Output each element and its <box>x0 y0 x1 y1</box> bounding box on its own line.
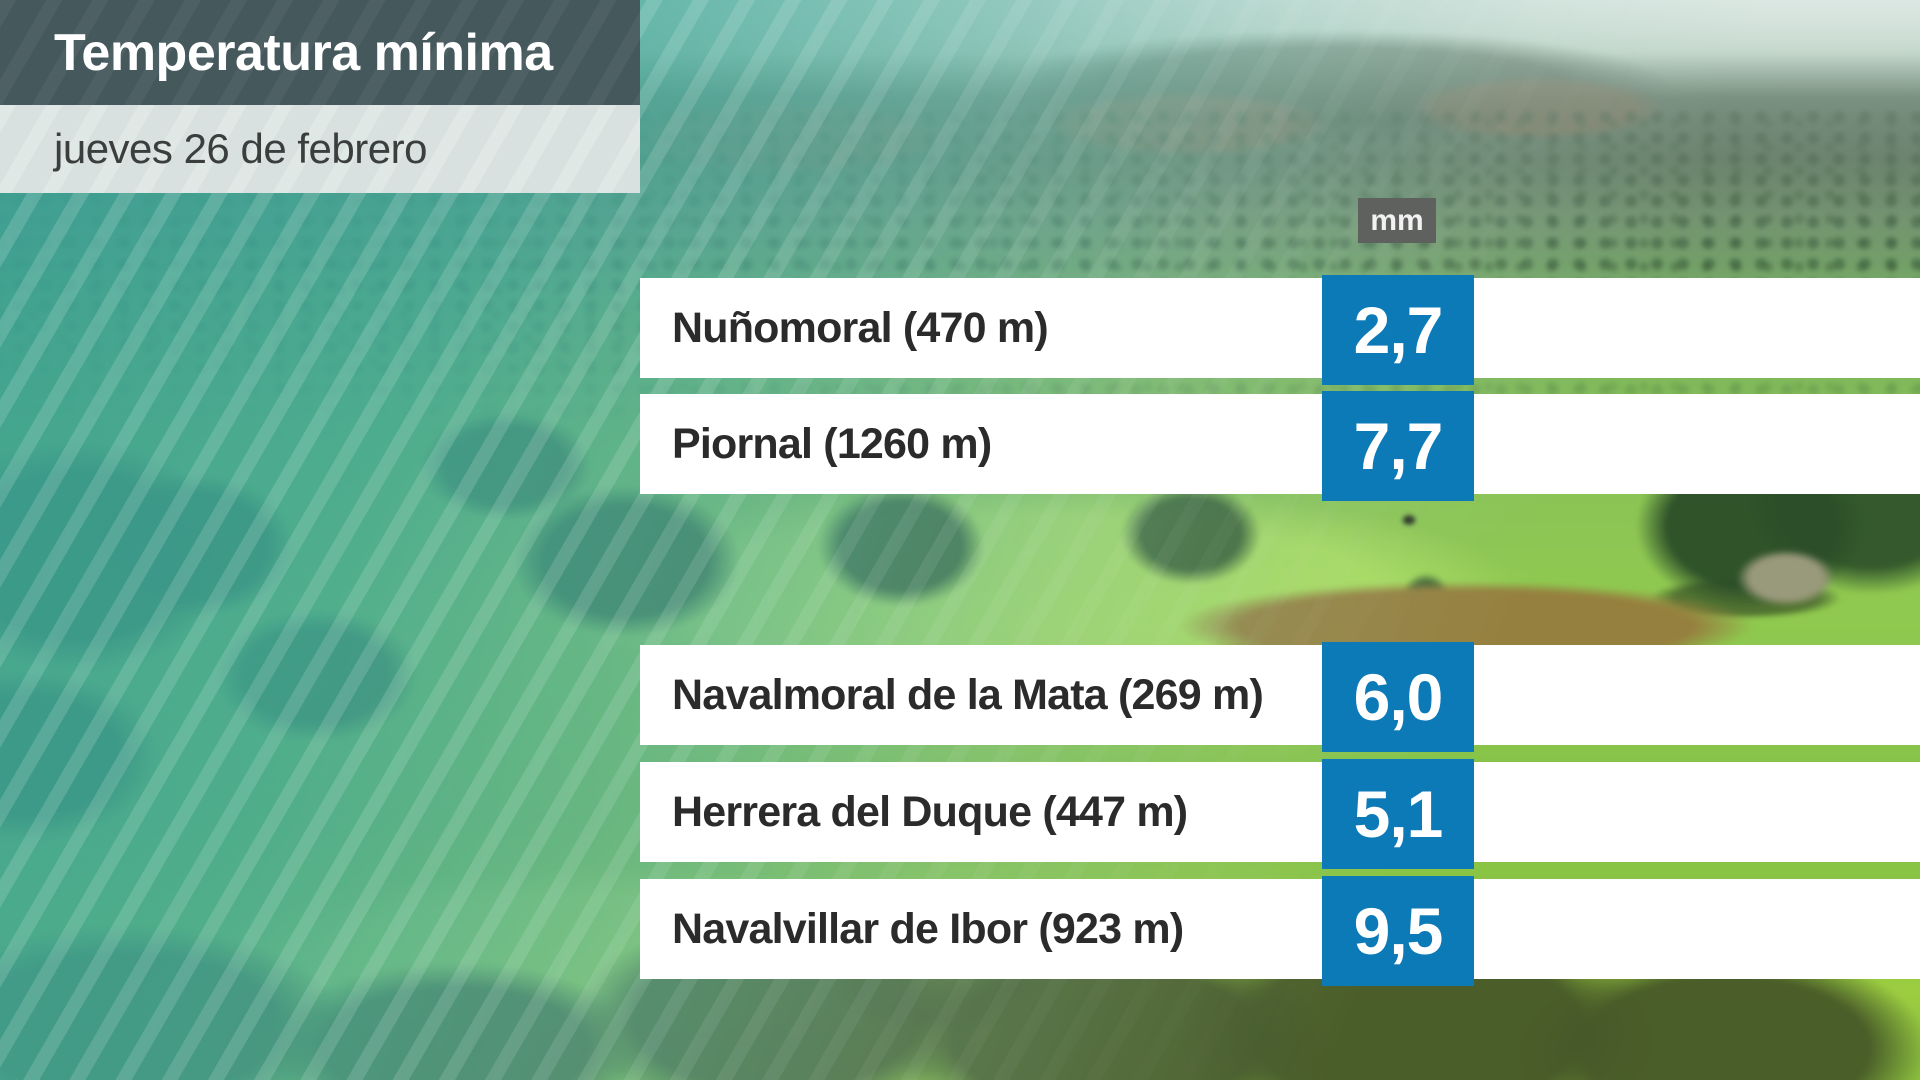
unit-badge: mm <box>1358 198 1436 243</box>
station-value: 9,5 <box>1353 894 1444 968</box>
station-value: 7,7 <box>1353 409 1444 483</box>
table-row: Navalvillar de Ibor (923 m) 9,5 <box>640 876 1920 986</box>
station-label: Nuñomoral (470 m) <box>672 303 1049 352</box>
unit-badge-label: mm <box>1370 203 1424 237</box>
station-label: Navalmoral de la Mata (269 m) <box>672 670 1264 719</box>
station-value: 5,1 <box>1353 777 1444 851</box>
station-label: Piornal (1260 m) <box>672 419 992 468</box>
table-row: Nuñomoral (470 m) 2,7 <box>640 275 1920 385</box>
station-label: Herrera del Duque (447 m) <box>672 787 1188 836</box>
value-box: 5,1 <box>1322 759 1474 869</box>
subtitle-box: jueves 26 de febrero <box>0 105 640 193</box>
value-box: 2,7 <box>1322 275 1474 385</box>
table-row: Navalmoral de la Mata (269 m) 6,0 <box>640 642 1920 752</box>
station-value: 6,0 <box>1353 660 1444 734</box>
page-title: Temperatura mínima <box>54 23 553 82</box>
date-subtitle: jueves 26 de febrero <box>54 125 427 172</box>
table-row: Herrera del Duque (447 m) 5,1 <box>640 759 1920 869</box>
title-box: Temperatura mínima <box>0 0 640 105</box>
station-value: 2,7 <box>1353 293 1444 367</box>
value-box: 9,5 <box>1322 876 1474 986</box>
station-label: Navalvillar de Ibor (923 m) <box>672 904 1184 953</box>
table-row: Piornal (1260 m) 7,7 <box>640 391 1920 501</box>
value-box: 6,0 <box>1322 642 1474 752</box>
value-box: 7,7 <box>1322 391 1474 501</box>
